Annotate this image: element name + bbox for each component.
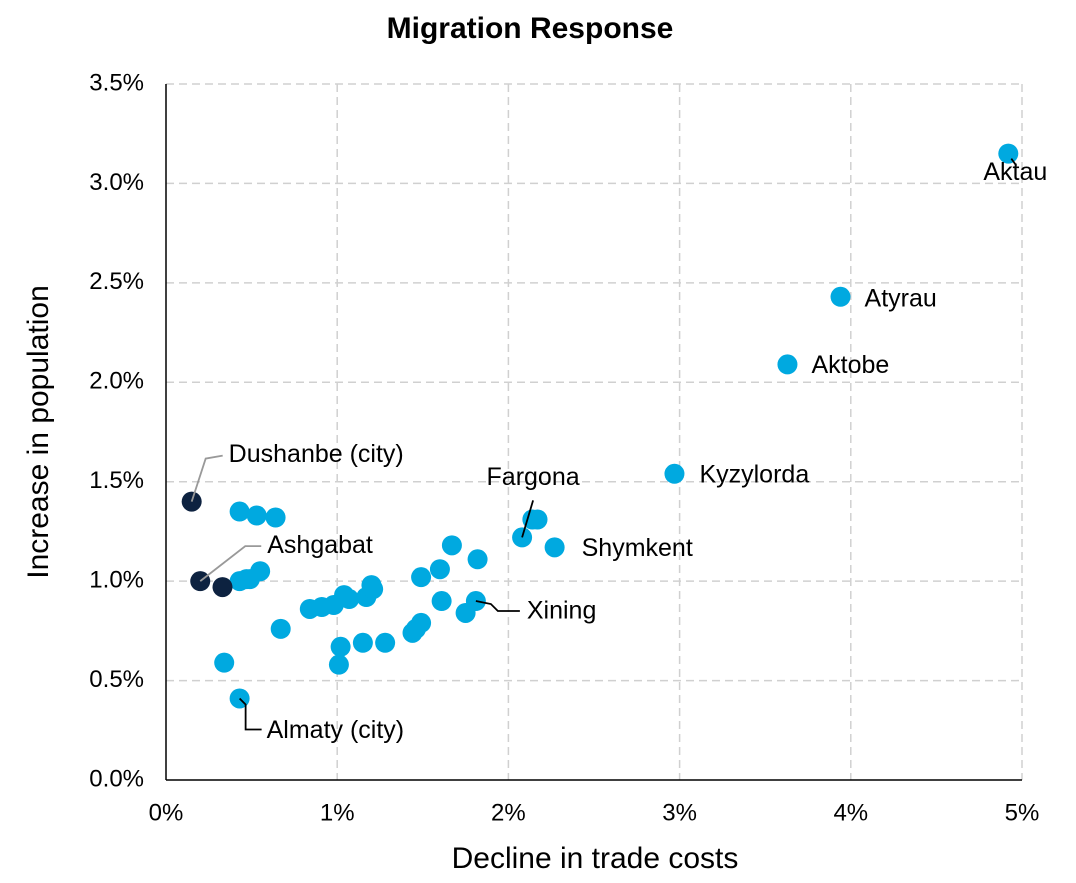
leader-line [1010, 158, 1018, 167]
point [330, 636, 351, 657]
y-tick-label: 0.5% [89, 666, 144, 693]
x-tick-label: 0% [149, 799, 184, 826]
point-label: Aktobe [811, 351, 889, 379]
point [998, 143, 1019, 164]
point-label: Fargona [487, 463, 580, 491]
point [830, 286, 851, 307]
y-tick-label: 0.0% [89, 765, 144, 792]
leader-line [475, 600, 520, 612]
point [339, 589, 360, 610]
point-label: Almaty (city) [267, 716, 405, 744]
y-tick-label: 3.0% [89, 169, 144, 196]
y-axis-label: Increase in population [22, 285, 55, 579]
y-tick-label: 2.0% [89, 368, 144, 395]
point-label: Atyrau [865, 284, 937, 312]
point [265, 507, 286, 528]
point [431, 591, 452, 612]
point [214, 652, 235, 673]
chart-title: Migration Response [387, 12, 674, 45]
point [455, 602, 476, 623]
point [664, 463, 685, 484]
y-tick-label: 2.5% [89, 268, 144, 295]
y-tick-label: 1.0% [89, 566, 144, 593]
x-tick-label: 1% [320, 799, 355, 826]
x-tick-label: 5% [1005, 799, 1040, 826]
leader-line [238, 697, 262, 731]
point [229, 501, 250, 522]
x-tick-label: 4% [833, 799, 868, 826]
point-label: Dushanbe (city) [229, 440, 404, 468]
point [363, 579, 384, 600]
point [352, 632, 373, 653]
x-tick-label: 3% [662, 799, 697, 826]
point [411, 567, 432, 588]
leader-line [199, 545, 262, 582]
point-label: Ashgabat [267, 531, 373, 559]
point [328, 654, 349, 675]
point [527, 509, 548, 530]
x-axis-label: Decline in trade costs [452, 842, 739, 875]
point [777, 354, 798, 375]
point [250, 561, 271, 582]
point [441, 535, 462, 556]
point-label: Shymkent [582, 534, 693, 562]
leader-line [521, 500, 534, 538]
x-tick-label: 2% [491, 799, 526, 826]
point-label: Xining [527, 597, 597, 625]
point [411, 612, 432, 633]
y-tick-label: 1.5% [89, 467, 144, 494]
leader-line [190, 454, 223, 502]
point [212, 577, 233, 598]
point-label: Kyzylorda [699, 460, 809, 488]
point [467, 549, 488, 570]
point [544, 537, 565, 558]
point [429, 559, 450, 580]
point [246, 505, 267, 526]
point-label: Aktau [983, 158, 1047, 186]
y-tick-label: 3.5% [89, 69, 144, 96]
point [375, 632, 396, 653]
point [270, 618, 291, 639]
